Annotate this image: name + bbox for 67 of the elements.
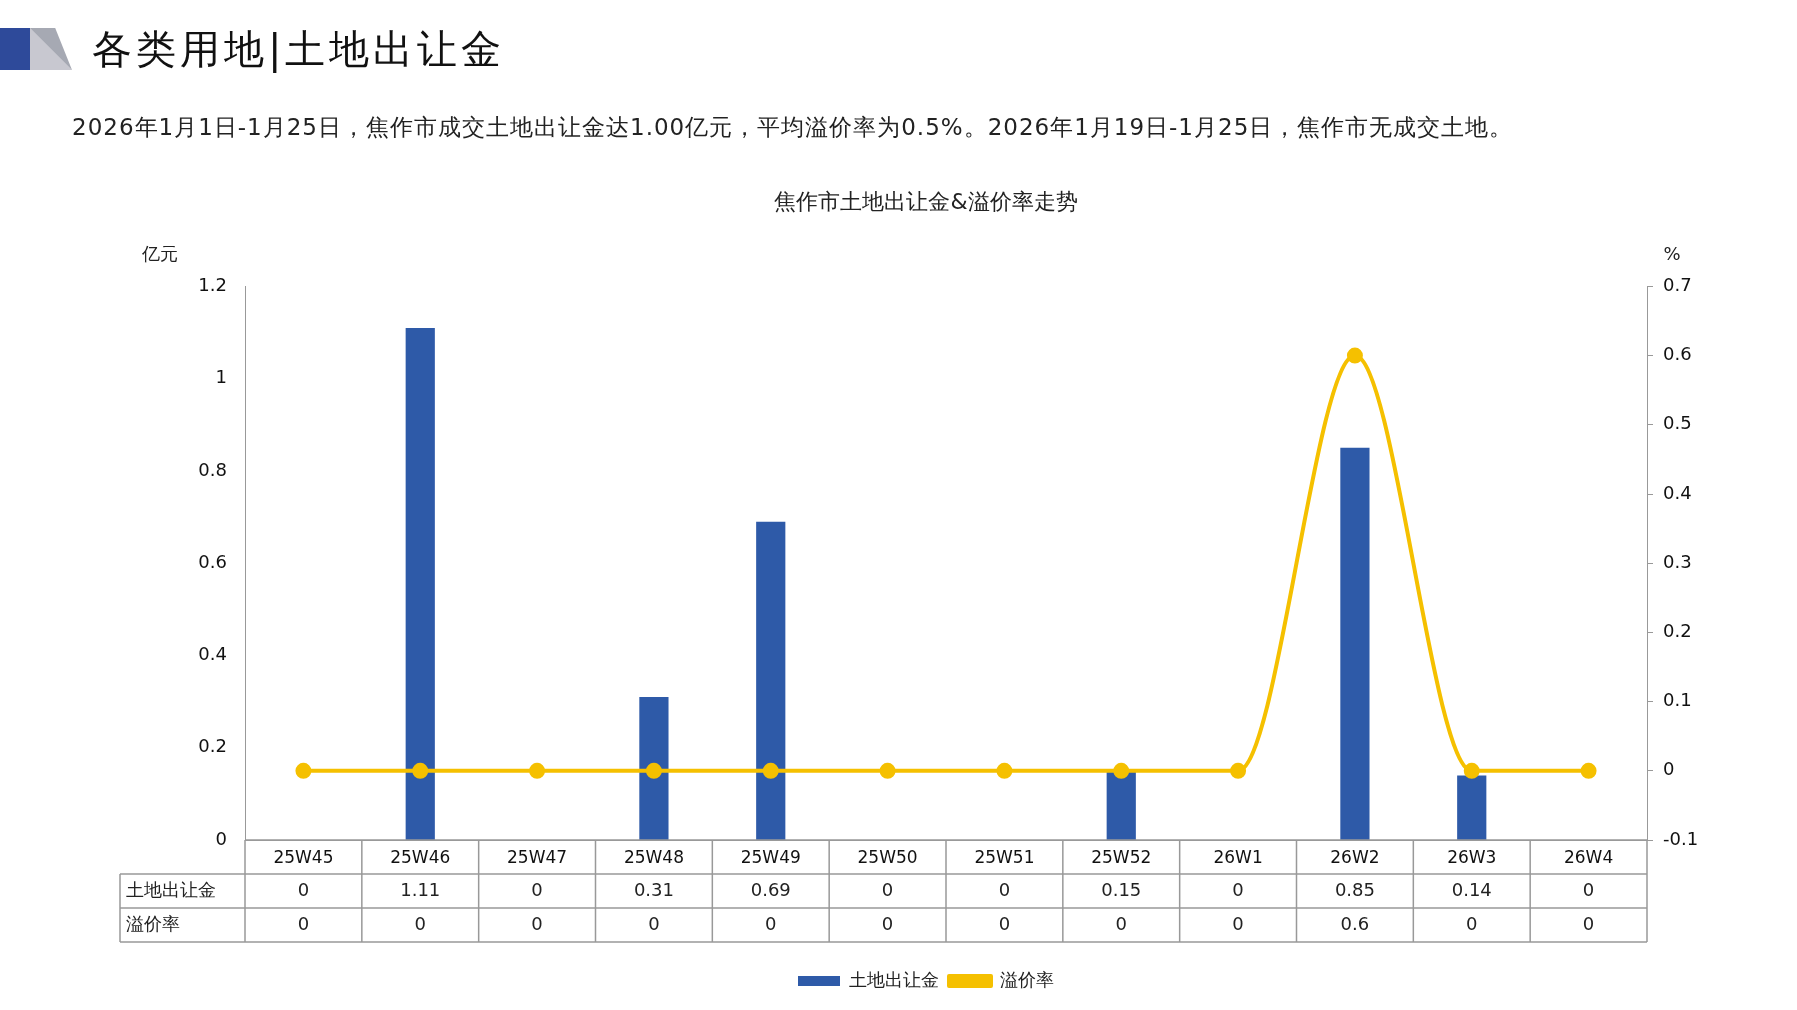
y-axis-title: 亿元 (141, 243, 178, 265)
x-tick-label: 25W51 (974, 846, 1035, 867)
x-tick-label: 26W4 (1563, 846, 1614, 867)
data-label: 0.14 (1451, 878, 1492, 900)
x-tick-label: 26W1 (1213, 846, 1263, 867)
y2-tick-label: 0 (1663, 758, 1675, 780)
data-label: 0 (1232, 878, 1244, 900)
x-tick-label: 25W45 (273, 846, 334, 867)
data-label: 0 (1232, 912, 1244, 934)
x-tick-label: 25W47 (507, 846, 568, 867)
x-tick-label: 26W2 (1330, 846, 1380, 867)
data-label: 0 (648, 912, 660, 934)
data-label: 0.15 (1101, 878, 1142, 900)
legend-label: 溢价率 (1000, 968, 1054, 990)
data-label: 0 (881, 878, 894, 900)
bar (756, 521, 786, 840)
data-label: 0 (297, 878, 310, 900)
y2-tick-label: 0.6 (1663, 343, 1692, 365)
bar (1457, 775, 1487, 840)
x-tick-label: 26W3 (1447, 846, 1497, 867)
x-tick-label: 25W50 (857, 846, 918, 867)
y2-tick-label: 0.3 (1663, 550, 1692, 572)
data-label: 0 (881, 912, 894, 934)
bar (639, 696, 669, 840)
chart-title: 焦作市土地出让金&溢价率走势 (774, 188, 1078, 214)
data-label: 0 (531, 912, 543, 934)
data-label: 0 (1582, 912, 1595, 934)
data-label: 0 (1115, 912, 1127, 934)
y2-tick-label: 0.2 (1663, 620, 1692, 642)
data-label: 1.11 (400, 878, 441, 900)
text: 各类用地|土地出让金 (92, 25, 506, 75)
data-label: 0 (765, 912, 777, 934)
y-tick-label: 0.2 (198, 735, 227, 757)
data-label: 0 (531, 878, 543, 900)
data-label: 0 (414, 912, 426, 934)
y2-tick-label: 0.1 (1663, 689, 1692, 711)
data-label: 0 (998, 878, 1011, 900)
x-tick-label: 25W52 (1091, 846, 1152, 867)
y-tick-label: 1.2 (198, 274, 227, 296)
y2-axis-title: % (1663, 243, 1681, 265)
y2-tick-label: 0.4 (1663, 481, 1692, 503)
x-tick-label: 25W46 (390, 846, 451, 867)
bar (1106, 770, 1136, 840)
bar (1340, 447, 1370, 840)
data-label: 0.6 (1340, 912, 1370, 934)
y-tick-label: 0.6 (198, 550, 227, 572)
text: 2026年1月1日-1月25日，焦作市成交土地出让金达1.00亿元，平均溢价率为0.5%。2026年1月19日-1月25日，焦作市无成交土地。 (72, 113, 1514, 142)
y-tick-label: 0.8 (198, 458, 227, 480)
data-label: 0.85 (1334, 878, 1375, 900)
legend-label: 土地出让金 (849, 968, 939, 990)
data-label: 0 (1466, 912, 1478, 934)
bar (405, 327, 435, 840)
text: 溢价率 (126, 912, 180, 934)
data-label: 0.31 (633, 878, 674, 900)
data-label: 0 (998, 912, 1011, 934)
data-label: 0 (1582, 878, 1595, 900)
text: 土地出让金 (126, 878, 216, 900)
x-tick-label: 25W49 (740, 846, 801, 867)
data-label: 0.69 (750, 878, 791, 900)
y-tick-label: 0.4 (198, 643, 227, 665)
y2-tick-label: 0.7 (1663, 274, 1692, 296)
y-tick-label: 1 (215, 366, 227, 388)
y2-tick-label: -0.1 (1663, 827, 1699, 849)
data-label: 0 (297, 912, 310, 934)
x-tick-label: 25W48 (623, 846, 684, 867)
y2-tick-label: 0.5 (1663, 412, 1692, 434)
y-tick-label: 0 (215, 827, 227, 849)
